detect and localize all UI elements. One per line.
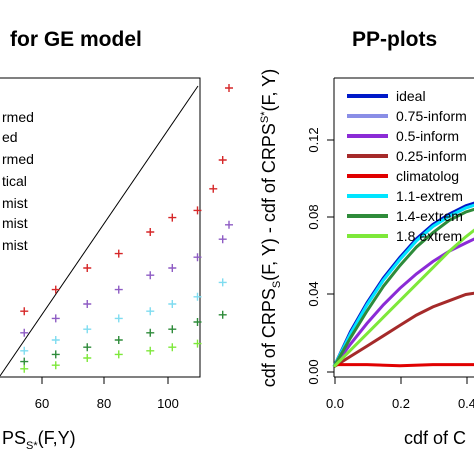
scatter-point-series-1 (146, 271, 155, 280)
scatter-point-series-3 (146, 328, 155, 337)
scatter-point-series-3 (51, 350, 60, 359)
scatter-point-series-2 (83, 325, 92, 334)
legend-label: 1.1-extrem (396, 188, 463, 204)
right-legend: ideal 0.75-inform 0.5-inform 0.25-inform cli… (347, 88, 467, 244)
left-legend-label: rmed (2, 151, 34, 167)
scatter-point-series-0 (51, 285, 60, 294)
legend-label: 0.25-inform (396, 148, 467, 164)
left-plot-frame (0, 77, 201, 378)
legend-label: 1.8 extrem (396, 228, 462, 244)
scatter-point-series-4 (193, 339, 202, 348)
left-legend-label: ed (2, 129, 18, 145)
scatter-point-series-0 (218, 156, 227, 164)
scatter-point-series-0 (114, 249, 123, 258)
scatter-point-series-4 (146, 346, 155, 355)
series-line-0-5-inform (332, 237, 474, 368)
scatter-point-series-2 (218, 278, 227, 287)
left-legend-label: mist (2, 195, 28, 211)
scatter-point-series-3 (168, 325, 177, 334)
left-x-tick-label: 80 (97, 396, 111, 411)
scatter-point-series-4 (168, 343, 177, 352)
left-legend-label: rmed (2, 109, 34, 125)
series-line-1-1-extrem (332, 203, 474, 368)
scatter-point-series-0 (83, 264, 92, 272)
scatter-point-series-3 (20, 357, 29, 366)
right-y-tick-label: 0.04 (306, 281, 321, 306)
legend-label: 1.4-extrem (396, 208, 463, 224)
right-x-axis-label: cdf of C (404, 428, 466, 448)
scatter-point-series-0 (20, 307, 29, 316)
right-y-tick-label: 0.12 (306, 127, 321, 152)
scatter-point-series-1 (193, 253, 202, 262)
left-x-tick-label: 60 (35, 396, 49, 411)
legend-label: climatolog (396, 168, 459, 184)
legend-label: 0.75-inform (396, 108, 467, 124)
left-x-axis: 60 80 100 PSS*(F,Y) (2, 377, 179, 452)
left-diagonal-line (0, 85, 199, 377)
scatter-point-series-2 (51, 336, 60, 344)
left-x-axis-label: PSS*(F,Y) (2, 428, 76, 452)
scatter-point-series-1 (20, 328, 29, 337)
scatter-point-series-0 (168, 213, 177, 222)
left-legend-label: tical (2, 173, 27, 189)
scatter-point-series-4 (20, 364, 29, 373)
scatter-point-series-4 (114, 350, 123, 359)
scatter-point-series-1 (218, 235, 227, 244)
scatter-point-series-1 (114, 285, 123, 294)
legend-label: ideal (396, 88, 426, 104)
scatter-point-series-1 (51, 314, 60, 323)
scatter-point-series-0 (225, 84, 233, 92)
right-x-tick-label: 0.2 (392, 396, 410, 411)
scatter-point-series-2 (114, 314, 123, 323)
scatter-point-series-3 (193, 318, 202, 326)
series-line-climatolog (334, 363, 474, 368)
scatter-point-series-1 (83, 300, 92, 308)
right-x-tick-label: 0.0 (326, 396, 344, 411)
right-panel-title: PP-plots (352, 28, 437, 51)
scatter-point-series-4 (51, 361, 60, 370)
scatter-point-series-1 (168, 264, 177, 272)
scatter-point-series-2 (193, 292, 202, 301)
left-plot: rmed ed rmed tical mist mist mist 60 80 … (0, 77, 233, 452)
scatter-point-series-3 (83, 343, 92, 352)
left-x-tick-label: 100 (157, 396, 179, 411)
right-y-axis-label: cdf of CRPSS(F, Y) - cdf of CRPSS*(F, Y) (259, 69, 283, 387)
series-line-0-25-inform (333, 291, 474, 368)
series-line-1-8-extrem (332, 228, 474, 368)
right-y-axis: 0.00 0.04 0.08 0.12 cdf of CRPSS(F, Y) -… (259, 69, 334, 387)
series-line-1-4-extrem (332, 207, 474, 368)
scatter-point-series-2 (20, 346, 29, 355)
right-x-axis: 0.0 0.2 0.4 cdf of C (326, 377, 474, 448)
left-scatter-marks (20, 84, 233, 373)
left-legend-fragments: rmed ed rmed tical mist mist mist (2, 109, 34, 253)
right-series-lines (332, 201, 474, 368)
left-panel-title: for GE model (10, 28, 142, 51)
scatter-point-series-1 (225, 220, 233, 229)
scatter-point-series-3 (114, 336, 123, 344)
right-plot: 0.00 0.04 0.08 0.12 cdf of CRPSS(F, Y) -… (259, 69, 474, 448)
scatter-point-series-0 (193, 206, 202, 215)
scatter-point-series-4 (83, 354, 92, 362)
left-legend-label: mist (2, 215, 28, 231)
right-x-tick-label: 0.4 (458, 396, 474, 411)
right-y-tick-label: 0.00 (306, 359, 321, 384)
right-y-tick-label: 0.08 (306, 204, 321, 229)
scatter-point-series-3 (218, 310, 227, 319)
scatter-point-series-0 (209, 184, 218, 193)
scatter-point-series-2 (146, 307, 155, 316)
left-legend-label: mist (2, 237, 28, 253)
scatter-point-series-2 (168, 300, 177, 308)
legend-label: 0.5-inform (396, 128, 459, 144)
scatter-point-series-0 (146, 228, 155, 236)
